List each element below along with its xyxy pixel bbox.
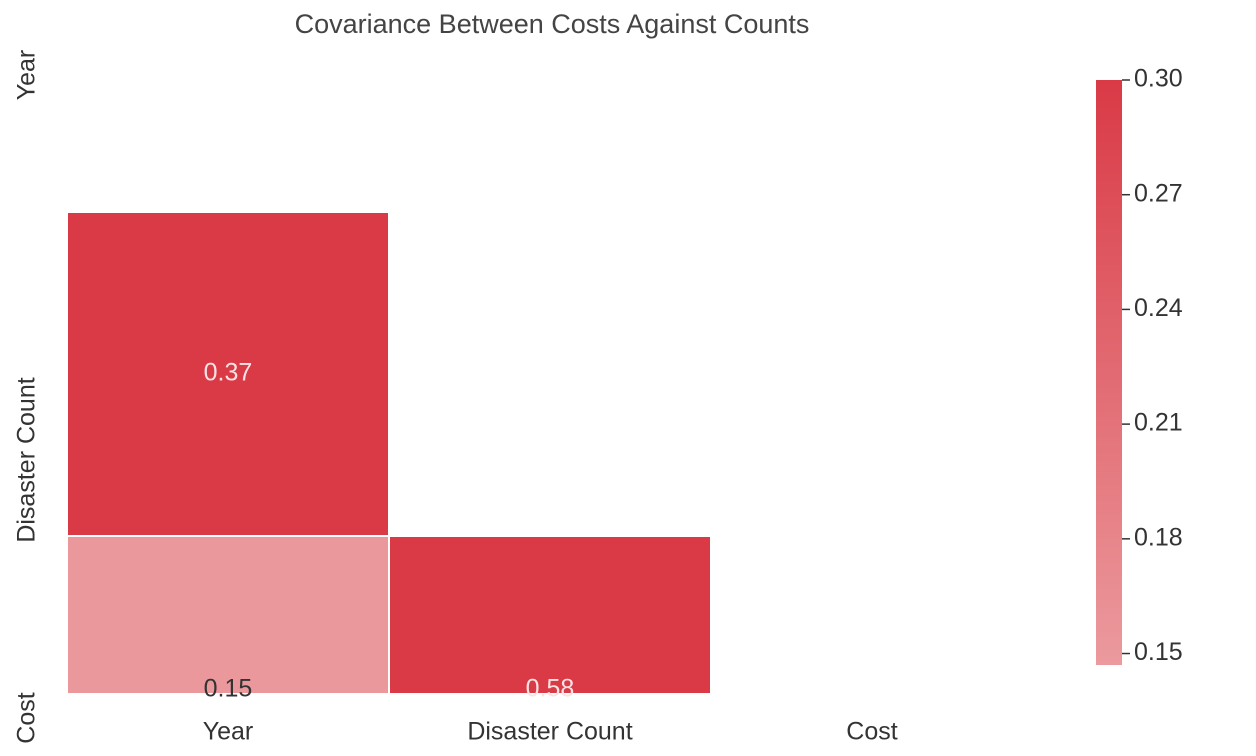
heatmap-cell (68, 213, 388, 535)
colorbar-tick-label: 0.21 (1134, 409, 1183, 437)
colorbar-tick-label: 0.15 (1134, 638, 1183, 666)
colorbar-tick-label: 0.24 (1134, 294, 1183, 322)
y-tick-label: Cost (13, 692, 41, 743)
x-tick-label: Cost (846, 718, 897, 746)
chart-title: Covariance Between Costs Against Counts (295, 9, 810, 39)
cell-value-label: 0.15 (204, 675, 253, 703)
colorbar-tick-label: 0.27 (1134, 179, 1183, 207)
heatmap-cells (68, 213, 710, 693)
x-tick-label: Year (203, 718, 254, 746)
x-tick-label: Disaster Count (467, 718, 632, 746)
colorbar-tick-label: 0.30 (1134, 65, 1183, 93)
heatmap-cell (390, 537, 710, 693)
heatmap-cell (68, 537, 388, 693)
cell-value-label: 0.58 (526, 675, 575, 703)
cell-value-label: 0.37 (204, 359, 253, 387)
y-tick-label: Year (13, 50, 41, 101)
y-tick-label: Disaster Count (13, 377, 41, 542)
colorbar (1096, 80, 1122, 665)
colorbar-tick-label: 0.18 (1134, 523, 1183, 551)
